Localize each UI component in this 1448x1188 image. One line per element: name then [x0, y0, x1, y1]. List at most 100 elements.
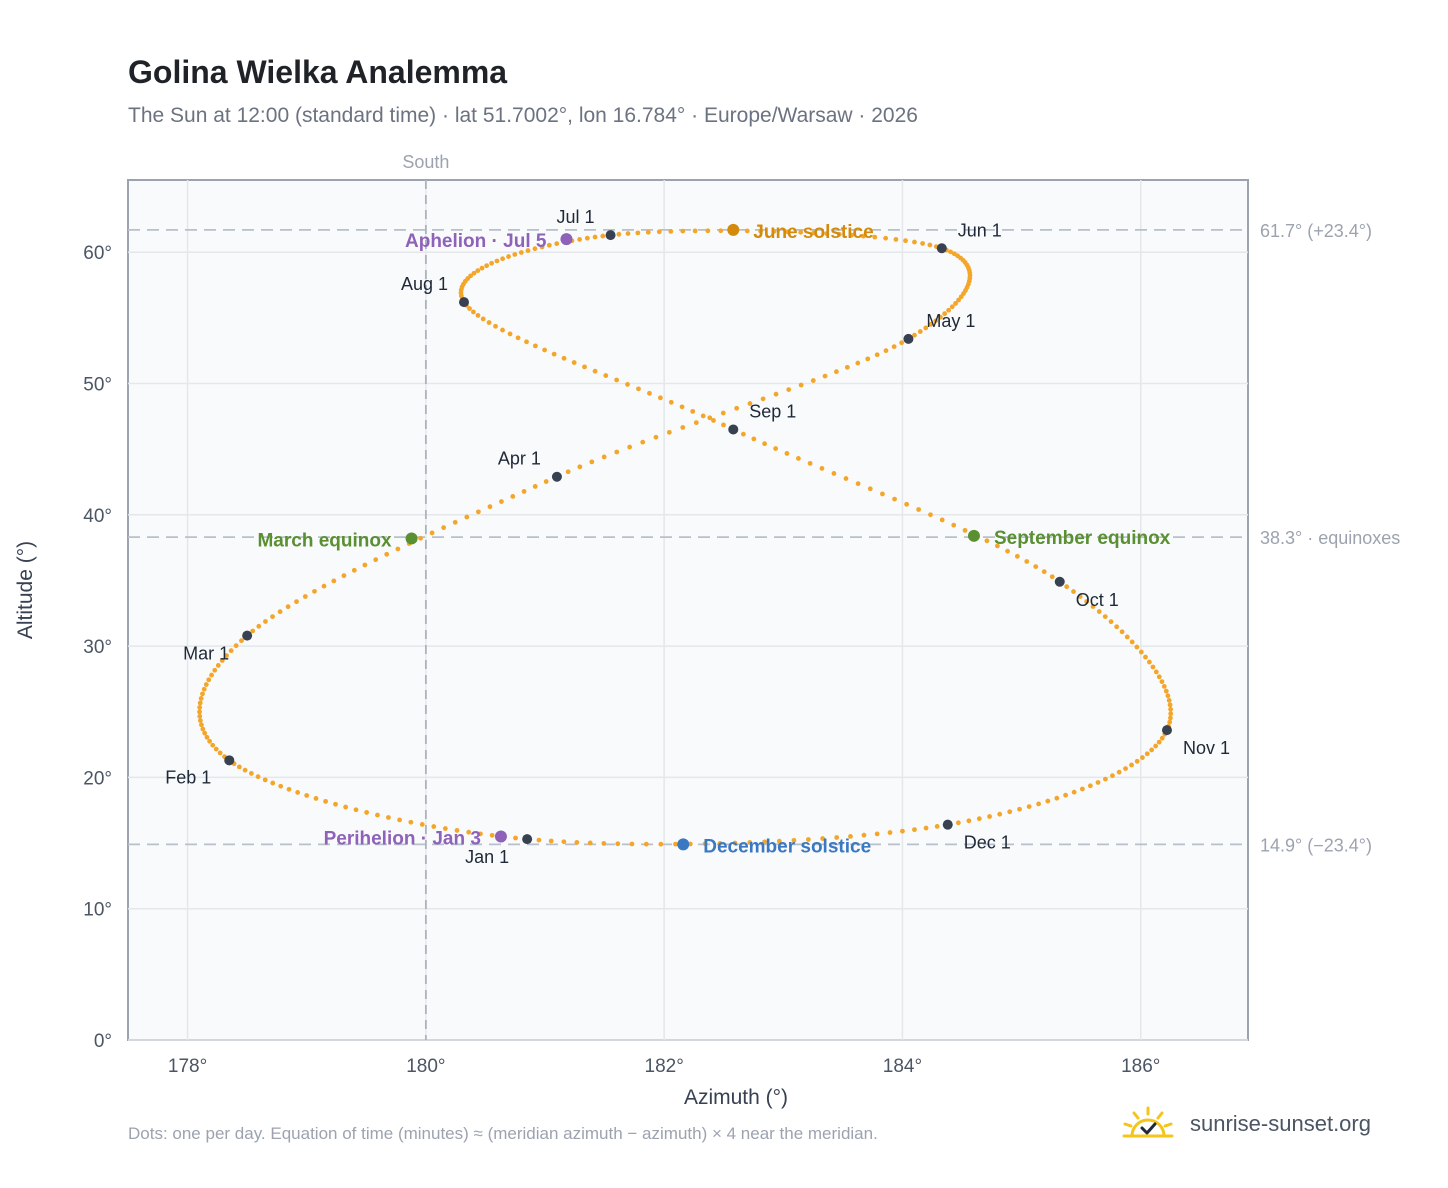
daily-dot [1024, 559, 1030, 564]
daily-dot [798, 382, 804, 388]
daily-dot [824, 231, 830, 237]
daily-dot [1140, 755, 1145, 760]
daily-dot [786, 387, 792, 393]
daily-dot [592, 234, 598, 240]
brand[interactable]: sunrise-sunset.org [1120, 1102, 1371, 1146]
month-marker [936, 243, 947, 254]
daily-dot [744, 228, 750, 234]
daily-dot [640, 439, 646, 445]
daily-dot [614, 377, 620, 383]
daily-dot [760, 396, 766, 402]
daily-dot [705, 228, 711, 234]
daily-dot [912, 332, 917, 338]
daily-dot [200, 691, 205, 697]
plot-area [127, 179, 1249, 1041]
daily-dot [995, 543, 1000, 549]
daily-dot [565, 469, 571, 475]
month-marker [942, 819, 953, 830]
daily-dot [431, 824, 437, 829]
daily-dot [984, 538, 990, 544]
daily-dot [500, 327, 505, 333]
daily-dot [653, 434, 659, 440]
daily-dot [467, 306, 472, 311]
daily-dot [603, 373, 609, 378]
daily-dot [848, 833, 853, 839]
daily-dot [1167, 702, 1173, 708]
daily-dot [236, 764, 242, 770]
daily-dot [747, 401, 753, 406]
daily-dot [248, 771, 254, 776]
daily-dot [951, 522, 957, 528]
daily-dot [1150, 664, 1156, 670]
month-marker [459, 297, 469, 308]
daily-dot [1110, 773, 1115, 779]
daily-dot [1114, 624, 1120, 630]
daily-dot [1156, 739, 1162, 745]
daily-dot [1144, 751, 1150, 757]
daily-dot [197, 700, 203, 706]
month-marker [1054, 576, 1065, 587]
daily-dot [1077, 594, 1083, 599]
daily-dot [702, 841, 708, 847]
month-marker-label: Aug 1 [401, 274, 448, 294]
daily-dot [539, 244, 545, 250]
daily-dot [1084, 599, 1090, 604]
daily-dot [692, 228, 698, 234]
daily-dot [673, 841, 678, 847]
daily-dot [206, 677, 212, 683]
daily-dot [571, 360, 577, 365]
daily-dot [213, 746, 219, 752]
y-tick-label: 30° [83, 637, 112, 658]
daily-dot [525, 248, 531, 253]
daily-dot [740, 431, 746, 437]
daily-dot [256, 623, 262, 629]
daily-dot [395, 546, 401, 552]
daily-dot [353, 807, 359, 813]
daily-dot [1123, 766, 1128, 772]
daily-dot [1102, 614, 1108, 620]
reference-line-label: 14.9° (−23.4°) [1260, 835, 1372, 855]
daily-dot [1017, 806, 1022, 812]
daily-dot [373, 557, 379, 563]
daily-dot [997, 811, 1003, 817]
daily-dot [466, 829, 472, 835]
month-marker-label: Oct 1 [1076, 590, 1119, 610]
daily-dot [916, 507, 922, 512]
daily-dot [711, 418, 716, 423]
daily-dot [844, 364, 850, 370]
daily-dot [615, 841, 621, 847]
month-marker-label: Jan 1 [465, 847, 509, 867]
daily-dot [601, 454, 607, 460]
daily-dot [294, 599, 299, 605]
daily-dot [616, 231, 622, 237]
daily-dot [627, 444, 633, 450]
daily-dot [645, 229, 651, 235]
daily-dot [949, 304, 955, 310]
daily-dot [228, 648, 234, 654]
daily-dot [215, 663, 221, 668]
daily-dot [962, 527, 968, 533]
daily-dot [295, 790, 301, 795]
daily-dot [874, 352, 880, 358]
daily-dot [946, 307, 952, 313]
daily-dot [1168, 715, 1173, 721]
daily-dot [668, 399, 674, 405]
daily-dot [928, 321, 934, 327]
daily-dot [900, 828, 905, 834]
event-markers: March equinox June solstice September equi… [257, 222, 1170, 857]
daily-dot [762, 441, 767, 447]
daily-dot [551, 351, 557, 357]
daily-dot [386, 815, 391, 820]
daily-dot [209, 672, 214, 678]
daily-dot [820, 836, 826, 841]
daily-dot [601, 840, 607, 846]
daily-dot [887, 830, 893, 835]
daily-dot [690, 408, 696, 414]
daily-dot [776, 838, 782, 844]
reference-line-label: 38.3° · equinoxes [1260, 528, 1400, 548]
daily-dot [904, 501, 910, 507]
month-marker-label: Dec 1 [964, 833, 1011, 853]
daily-dot [771, 229, 777, 234]
daily-dot [543, 479, 549, 484]
daily-dot [577, 237, 582, 242]
